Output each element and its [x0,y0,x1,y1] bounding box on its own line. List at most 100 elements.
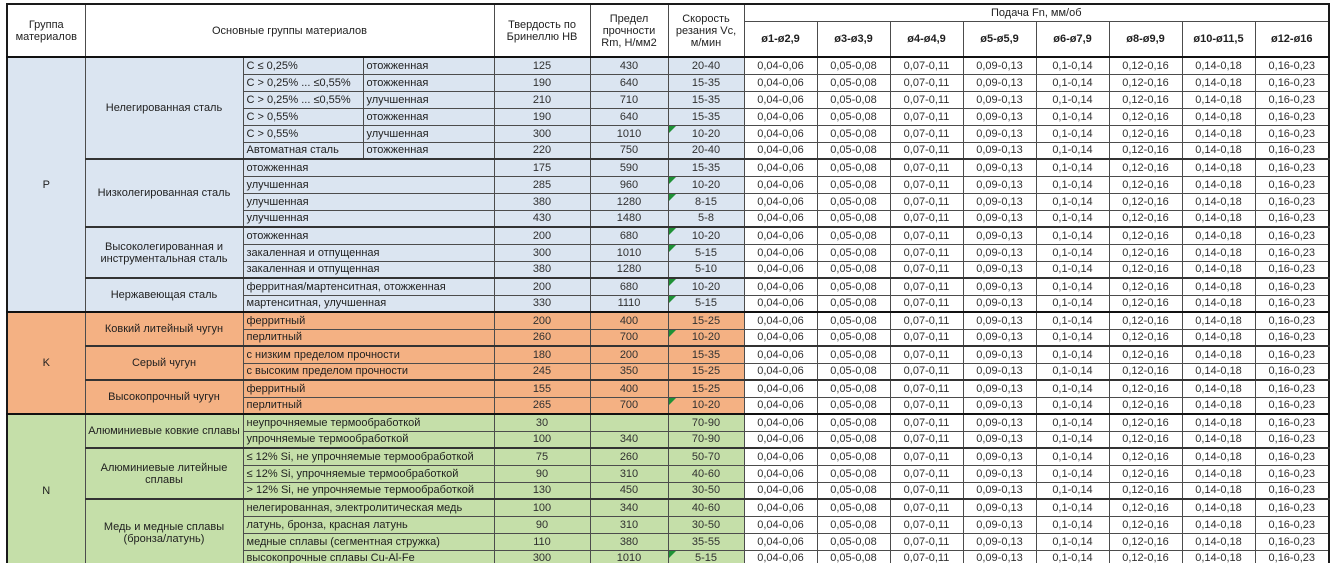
feed-value-cell[interactable]: 0,1-0,14 [1035,345,1110,364]
feed-value-cell[interactable]: 0,04-0,06 [743,90,818,109]
feed-value-cell[interactable]: 0,14-0,18 [1181,56,1256,75]
feed-value-cell[interactable]: 0,05-0,08 [816,277,891,296]
feed-value-cell[interactable]: 0,12-0,16 [1108,481,1183,500]
feed-value-cell[interactable]: 0,05-0,08 [816,73,891,92]
cutting-speed-value-cell[interactable]: 10-20 [667,175,745,194]
feed-value-cell[interactable]: 0,04-0,06 [743,209,818,228]
material-description-cell[interactable]: упрочняемые термообработкой [242,430,495,449]
feed-value-cell[interactable]: 0,1-0,14 [1035,56,1110,75]
feed-value-cell[interactable]: 0,05-0,08 [816,243,891,262]
feed-value-cell[interactable]: 0,1-0,14 [1035,498,1110,517]
feed-value-cell[interactable]: 0,09-0,13 [962,481,1037,500]
feed-value-cell[interactable]: 0,16-0,23 [1254,515,1330,534]
cutting-speed-value-cell[interactable]: 15-35 [667,90,745,109]
header-diameter-3[interactable]: ø4-ø4,9 [889,21,964,58]
feed-value-cell[interactable]: 0,12-0,16 [1108,192,1183,211]
heat-treatment-cell[interactable]: улучшенная [362,90,495,109]
feed-value-cell[interactable]: 0,07-0,11 [889,226,964,245]
material-family-cell[interactable]: Алюминиевые ковкие сплавы [84,413,244,449]
feed-value-cell[interactable]: 0,1-0,14 [1035,226,1110,245]
cutting-speed-value-cell[interactable]: 20-40 [667,56,745,75]
material-description-cell[interactable]: ≤ 12% Si, не упрочняемые термообработкой [242,447,495,466]
feed-value-cell[interactable]: 0,05-0,08 [816,90,891,109]
feed-value-cell[interactable]: 0,07-0,11 [889,107,964,126]
strength-value-cell[interactable]: 310 [589,464,669,483]
cutting-speed-value-cell[interactable]: 10-20 [667,396,745,415]
feed-value-cell[interactable]: 0,05-0,08 [816,209,891,228]
feed-value-cell[interactable]: 0,16-0,23 [1254,260,1330,279]
feed-value-cell[interactable]: 0,1-0,14 [1035,413,1110,432]
feed-value-cell[interactable]: 0,16-0,23 [1254,277,1330,296]
feed-value-cell[interactable]: 0,14-0,18 [1181,107,1256,126]
feed-value-cell[interactable]: 0,05-0,08 [816,379,891,398]
feed-value-cell[interactable]: 0,14-0,18 [1181,294,1256,313]
feed-value-cell[interactable]: 0,04-0,06 [743,107,818,126]
hardness-value-cell[interactable]: 100 [493,430,591,449]
feed-value-cell[interactable]: 0,05-0,08 [816,515,891,534]
hardness-value-cell[interactable]: 265 [493,396,591,415]
hardness-value-cell[interactable]: 110 [493,532,591,551]
feed-value-cell[interactable]: 0,12-0,16 [1108,515,1183,534]
material-description-cell[interactable]: ферритный [242,379,495,398]
strength-value-cell[interactable]: 700 [589,396,669,415]
feed-value-cell[interactable]: 0,07-0,11 [889,175,964,194]
feed-value-cell[interactable]: 0,16-0,23 [1254,90,1330,109]
material-family-cell[interactable]: Низколегированная сталь [84,158,244,228]
feed-value-cell[interactable]: 0,09-0,13 [962,209,1037,228]
cutting-speed-value-cell[interactable]: 40-60 [667,498,745,517]
hardness-value-cell[interactable]: 300 [493,124,591,143]
cutting-speed-value-cell[interactable]: 8-15 [667,192,745,211]
feed-value-cell[interactable]: 0,05-0,08 [816,175,891,194]
feed-value-cell[interactable]: 0,1-0,14 [1035,294,1110,313]
strength-value-cell[interactable]: 1480 [589,209,669,228]
feed-value-cell[interactable]: 0,12-0,16 [1108,175,1183,194]
feed-value-cell[interactable]: 0,16-0,23 [1254,328,1330,347]
hardness-value-cell[interactable]: 30 [493,413,591,432]
feed-value-cell[interactable]: 0,07-0,11 [889,294,964,313]
material-description-cell[interactable]: высокопрочные сплавы Cu-Al-Fe [242,549,495,563]
feed-value-cell[interactable]: 0,14-0,18 [1181,413,1256,432]
feed-value-cell[interactable]: 0,1-0,14 [1035,515,1110,534]
header-diameter-5[interactable]: ø6-ø7,9 [1035,21,1110,58]
feed-value-cell[interactable]: 0,1-0,14 [1035,141,1110,160]
feed-value-cell[interactable]: 0,04-0,06 [743,430,818,449]
feed-value-cell[interactable]: 0,12-0,16 [1108,532,1183,551]
strength-value-cell[interactable]: 680 [589,277,669,296]
cutting-speed-value-cell[interactable]: 70-90 [667,430,745,449]
header-feed[interactable]: Подача Fn, мм/об [743,3,1330,22]
feed-value-cell[interactable]: 0,1-0,14 [1035,311,1110,330]
feed-value-cell[interactable]: 0,04-0,06 [743,549,818,563]
feed-value-cell[interactable]: 0,1-0,14 [1035,328,1110,347]
feed-value-cell[interactable]: 0,04-0,06 [743,192,818,211]
hardness-value-cell[interactable]: 200 [493,311,591,330]
feed-value-cell[interactable]: 0,07-0,11 [889,481,964,500]
feed-value-cell[interactable]: 0,09-0,13 [962,277,1037,296]
feed-value-cell[interactable]: 0,16-0,23 [1254,362,1330,381]
cutting-speed-value-cell[interactable]: 10-20 [667,124,745,143]
feed-value-cell[interactable]: 0,12-0,16 [1108,379,1183,398]
carbon-content-cell[interactable]: C > 0,55% [242,124,364,143]
feed-value-cell[interactable]: 0,09-0,13 [962,498,1037,517]
feed-value-cell[interactable]: 0,04-0,06 [743,243,818,262]
cutting-speed-value-cell[interactable]: 30-50 [667,515,745,534]
feed-value-cell[interactable]: 0,12-0,16 [1108,345,1183,364]
strength-value-cell[interactable]: 450 [589,481,669,500]
feed-value-cell[interactable]: 0,07-0,11 [889,56,964,75]
feed-value-cell[interactable]: 0,05-0,08 [816,345,891,364]
material-description-cell[interactable]: ≤ 12% Si, упрочняемые термообработкой [242,464,495,483]
feed-value-cell[interactable]: 0,07-0,11 [889,260,964,279]
hardness-value-cell[interactable]: 380 [493,192,591,211]
feed-value-cell[interactable]: 0,04-0,06 [743,396,818,415]
heat-treatment-cell[interactable]: улучшенная [362,124,495,143]
strength-value-cell[interactable]: 200 [589,345,669,364]
strength-value-cell[interactable]: 640 [589,107,669,126]
material-description-cell[interactable]: ферритная/мартенситная, отожженная [242,277,495,296]
strength-value-cell[interactable]: 710 [589,90,669,109]
feed-value-cell[interactable]: 0,16-0,23 [1254,141,1330,160]
cutting-speed-value-cell[interactable]: 70-90 [667,413,745,432]
feed-value-cell[interactable]: 0,07-0,11 [889,90,964,109]
header-brinell-hardness[interactable]: Твердость по Бринеллю HB [493,3,591,58]
hardness-value-cell[interactable]: 130 [493,481,591,500]
hardness-value-cell[interactable]: 90 [493,515,591,534]
feed-value-cell[interactable]: 0,16-0,23 [1254,464,1330,483]
